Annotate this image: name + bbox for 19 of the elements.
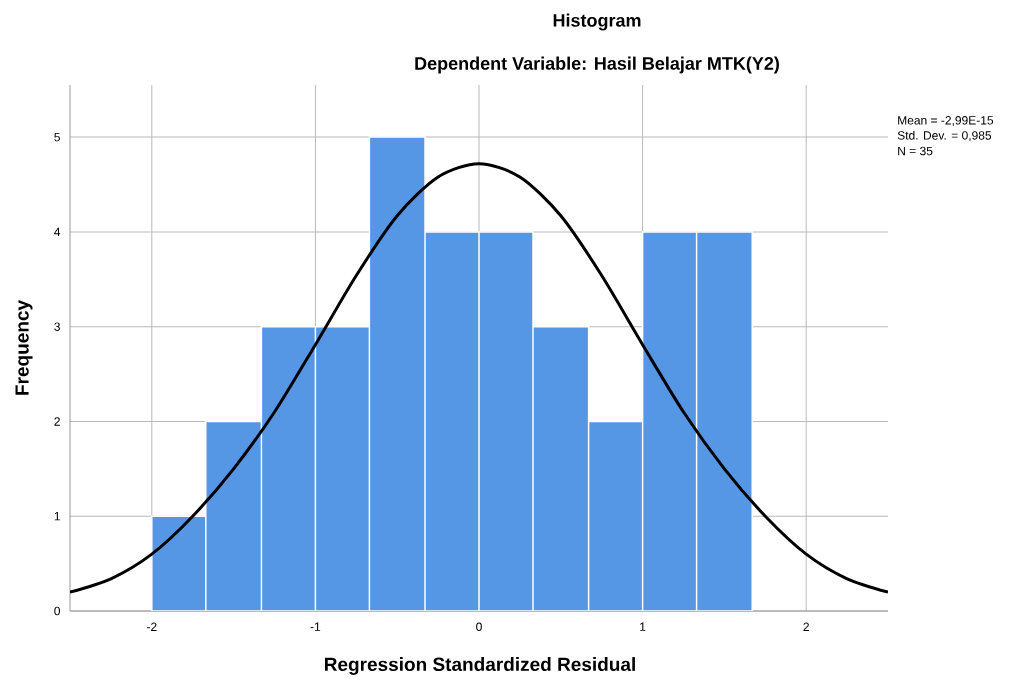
x-tick-label: -2 xyxy=(147,622,157,631)
y-tick-label: 0 xyxy=(54,606,61,616)
text: N = 35 xyxy=(898,146,933,156)
y-axis-title: Frequency xyxy=(15,300,33,395)
x-tick-label: 2 xyxy=(803,622,809,631)
y-tick-label: 2 xyxy=(54,417,60,426)
y-tick-label: 5 xyxy=(54,132,60,142)
y-tick-label: 1 xyxy=(54,512,60,521)
x-axis-title: Regression Standardized Residual xyxy=(325,657,635,675)
x-tick-label: 1 xyxy=(640,622,646,631)
chart-subtitle: Dependent Variable: Hasil Belajar MTK(Y2) xyxy=(415,56,779,74)
y-tick-label: 4 xyxy=(54,227,61,237)
x-tick-label: -1 xyxy=(310,622,321,631)
text: Mean = -2,99E-15 xyxy=(898,116,994,126)
y-tick-label: 3 xyxy=(54,322,60,331)
line-series xyxy=(70,162,888,594)
chart-title: Histogram xyxy=(553,13,641,31)
text: Std. Dev. = 0,985 xyxy=(897,130,992,142)
x-tick-label: 0 xyxy=(476,622,482,632)
